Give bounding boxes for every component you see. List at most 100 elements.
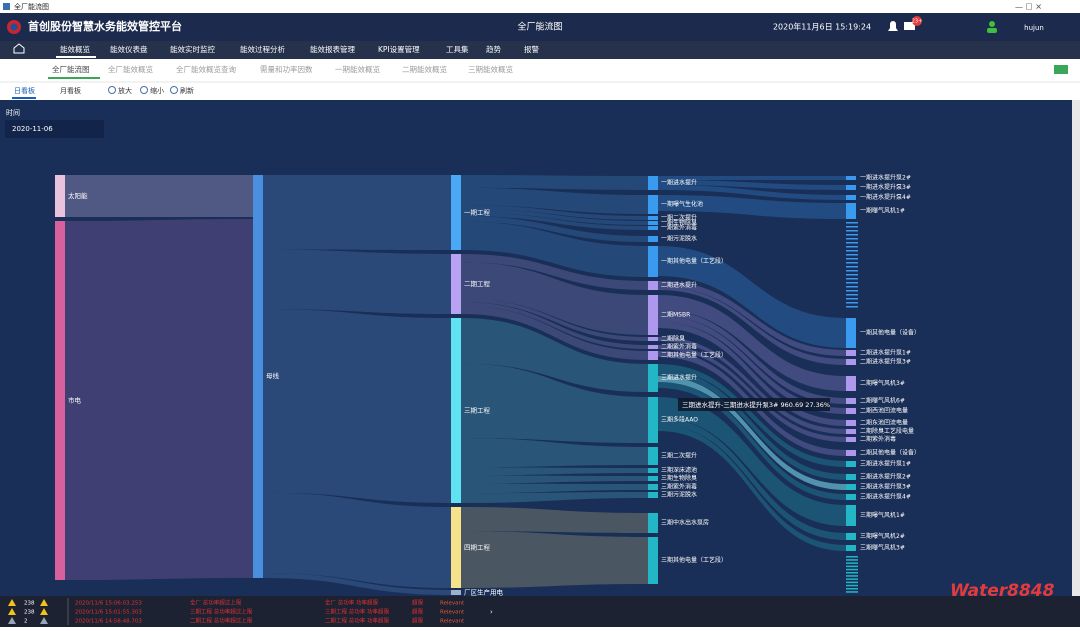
- flow: [658, 281, 846, 356]
- device-node: [846, 185, 856, 190]
- flow: [658, 345, 846, 442]
- process-node: [648, 295, 658, 335]
- device-node: [846, 484, 856, 490]
- phase-label: 四期工程: [464, 543, 491, 552]
- datetime: 2020年11月6日 15:19:24: [773, 22, 871, 32]
- nav-item[interactable]: 能效仪表盘: [110, 44, 148, 54]
- tab[interactable]: 三期能效概览: [468, 64, 513, 74]
- device-node-small: [846, 222, 858, 224]
- nav-item[interactable]: KPI设置管理: [378, 44, 420, 54]
- alarm-icon[interactable]: [8, 617, 16, 624]
- alarm-icon[interactable]: [40, 599, 48, 606]
- tab[interactable]: 二期能效概览: [402, 64, 447, 74]
- mail-icon[interactable]: [904, 22, 915, 30]
- nav-item[interactable]: 报警: [524, 44, 539, 54]
- phase-node: [451, 175, 461, 250]
- alarm-source: 全厂 总功率超过上限: [190, 599, 242, 607]
- device-node: [846, 398, 856, 404]
- process-label: 一期其他电量（工艺段）: [661, 257, 727, 265]
- tooltip-box: [678, 398, 830, 411]
- phase-label: 一期工程: [464, 208, 491, 217]
- tab[interactable]: 全厂能效概览: [108, 64, 153, 74]
- flow: [461, 483, 648, 494]
- flow: [263, 309, 451, 503]
- device-label: 三期进水提升泵1#: [860, 460, 911, 468]
- phase-node: [451, 590, 461, 595]
- device-node: [846, 176, 856, 180]
- view-button[interactable]: 月看板: [60, 86, 81, 95]
- alarm-icon[interactable]: [8, 608, 16, 615]
- process-label: 二期其他电量（工艺段）: [661, 351, 727, 359]
- alarm-icon[interactable]: [40, 617, 48, 624]
- alarm-level: 超限: [412, 599, 424, 607]
- device-node: [846, 533, 856, 540]
- device-node: [846, 450, 856, 456]
- nav-item[interactable]: 能效概览: [60, 44, 90, 54]
- user-name[interactable]: hujun: [1024, 24, 1044, 32]
- date-input[interactable]: [5, 120, 104, 138]
- flow: [461, 305, 648, 360]
- nav-item[interactable]: 能效报表管理: [310, 44, 355, 54]
- device-node-small: [846, 559, 858, 561]
- device-node-small: [846, 274, 858, 276]
- export-icon[interactable]: [1054, 65, 1068, 74]
- device-label: 三期进水提升泵2#: [860, 473, 911, 481]
- device-label: 二期曝气风机6#: [860, 397, 905, 405]
- scrollbar[interactable]: [1072, 100, 1080, 596]
- badge: [912, 16, 922, 26]
- device-node-small: [846, 258, 858, 260]
- tab[interactable]: 全厂能流图: [52, 64, 90, 74]
- flow: [461, 212, 648, 230]
- device-node-small: [846, 591, 858, 593]
- view-button[interactable]: 日看板: [14, 86, 35, 95]
- user-icon[interactable]: [989, 21, 995, 27]
- flow: [461, 475, 648, 484]
- device-node-small: [846, 238, 858, 240]
- date-value[interactable]: 2020-11-06: [12, 125, 53, 133]
- process-label: 一期进水提升: [661, 179, 697, 187]
- phase-label: 二期工程: [464, 279, 491, 288]
- nav-item[interactable]: 能效实时监控: [170, 44, 215, 54]
- window-controls[interactable]: — ☐ ✕: [1015, 3, 1042, 12]
- flow: [658, 397, 846, 526]
- flow: [461, 302, 648, 349]
- tab-active-underline: [48, 77, 100, 79]
- home-icon[interactable]: [13, 43, 25, 54]
- process-node: [648, 364, 658, 392]
- action-button[interactable]: 缩小: [150, 86, 164, 95]
- alarm-icon[interactable]: [8, 599, 16, 606]
- flow: [263, 492, 451, 588]
- action-button[interactable]: 放大: [118, 86, 132, 95]
- action-button[interactable]: 刷新: [180, 86, 194, 95]
- flow: [461, 221, 648, 277]
- device-node: [846, 429, 856, 434]
- tab[interactable]: 全厂能效概览查询: [176, 64, 236, 74]
- process-label: 三期生物除臭: [661, 474, 697, 482]
- alarm-icon[interactable]: [40, 608, 48, 615]
- source-node: [55, 221, 65, 580]
- flow: [658, 382, 846, 500]
- nav-item[interactable]: 能效过程分析: [240, 44, 285, 54]
- device-node-small: [846, 562, 858, 564]
- bell-icon[interactable]: [888, 21, 898, 31]
- device-node-small: [846, 575, 858, 577]
- process-node: [648, 513, 658, 533]
- nav-item[interactable]: 工具集: [446, 44, 469, 54]
- tab[interactable]: 一期能效概览: [335, 64, 380, 74]
- device-node: [846, 195, 856, 200]
- flow: [461, 187, 648, 214]
- flow: [461, 254, 648, 290]
- nav: 能效概览 能效仪表盘 能效实时监控 能效过程分析 能效报表管理 KPI设置管理 工具集 趋势 报…: [56, 44, 539, 58]
- flow: [461, 438, 648, 468]
- process-node: [648, 221, 658, 225]
- alarm-expand[interactable]: ›: [490, 608, 493, 616]
- nav-active-underline: [56, 56, 96, 58]
- action-icon[interactable]: [140, 86, 148, 94]
- action-icon[interactable]: [108, 86, 116, 94]
- process-node: [648, 216, 658, 220]
- nav-item[interactable]: 趋势: [486, 44, 501, 54]
- tab[interactable]: 需量和功率因数: [260, 64, 313, 74]
- action-icon[interactable]: [170, 86, 178, 94]
- device-node-small: [846, 230, 858, 232]
- flow: [461, 467, 648, 476]
